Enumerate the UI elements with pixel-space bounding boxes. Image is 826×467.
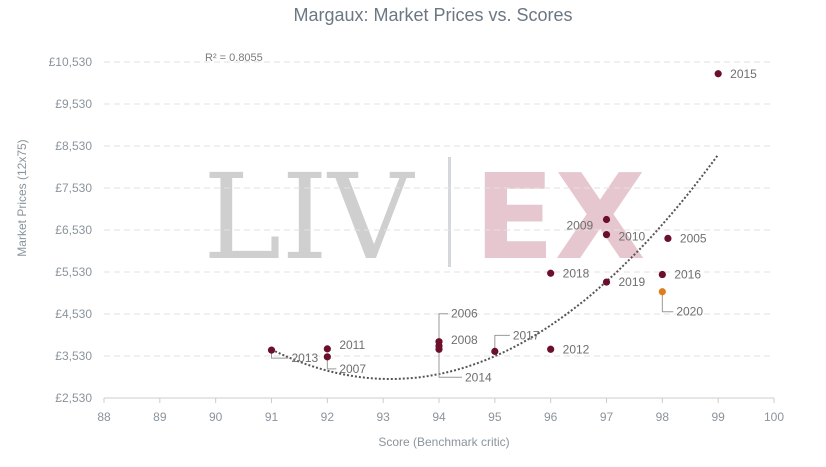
x-tick-label: 97 xyxy=(600,410,614,424)
data-point-2013 xyxy=(267,346,276,354)
y-tick-label: £5,530 xyxy=(55,265,92,279)
point-labels: 2015 2009 2010 2005 2018 2016 2019 2020 2006 2008… xyxy=(292,67,758,385)
data-point-2012 xyxy=(547,345,555,353)
x-tick-label: 91 xyxy=(265,410,279,424)
x-tick-label: 95 xyxy=(488,410,502,424)
data-point-2017 xyxy=(491,347,499,355)
x-tick-label: 90 xyxy=(209,410,223,424)
x-tick-label: 94 xyxy=(432,410,446,424)
point-label-2009: 2009 xyxy=(567,219,594,233)
y-axis-title: Market Prices (12x75) xyxy=(15,139,29,256)
point-label-2011: 2011 xyxy=(339,338,365,352)
label-leader-line xyxy=(326,356,337,370)
data-point-2005 xyxy=(664,234,672,242)
point-label-2017: 2017 xyxy=(513,328,540,342)
point-label-2020: 2020 xyxy=(676,305,703,319)
point-label-2006: 2006 xyxy=(451,307,478,321)
x-tick-label: 88 xyxy=(97,410,111,424)
x-tick-label: 93 xyxy=(376,410,390,424)
x-tick-label: 100 xyxy=(764,410,784,424)
label-leader-line xyxy=(661,291,674,313)
data-point-2007 xyxy=(323,353,331,361)
point-label-2016: 2016 xyxy=(674,268,701,282)
y-tick-label: £10,530 xyxy=(49,55,93,69)
chart-title: Margaux: Market Prices vs. Scores xyxy=(293,5,572,25)
data-point-2014 xyxy=(435,345,443,353)
data-point-2015 xyxy=(714,70,722,78)
label-leader-line xyxy=(494,334,510,352)
x-tick-label: 98 xyxy=(656,410,670,424)
data-point-2016 xyxy=(658,270,666,279)
watermark-left: LIV xyxy=(203,148,415,286)
data-point-2009 xyxy=(602,215,611,224)
point-label-2012: 2012 xyxy=(563,342,590,356)
data-point-2019 xyxy=(602,278,611,286)
label-leader-line xyxy=(438,313,448,342)
y-axis-ticks: £2,530 £3,530 £4,530 £5,530 £6,530 £7,530 £8,5… xyxy=(49,55,93,405)
y-tick-label: £6,530 xyxy=(55,223,92,237)
data-point-2018 xyxy=(547,269,555,277)
point-label-2010: 2010 xyxy=(619,230,646,244)
x-tick-label: 92 xyxy=(321,410,335,424)
x-axis-ticks: 88 89 90 91 92 93 94 95 96 97 98 99 100 xyxy=(97,398,784,424)
point-label-2008: 2008 xyxy=(451,333,478,347)
label-leader-line xyxy=(438,349,462,378)
x-tick-label: 96 xyxy=(544,410,558,424)
x-tick-label: 89 xyxy=(153,410,167,424)
y-tick-label: £8,530 xyxy=(55,139,92,153)
point-label-2019: 2019 xyxy=(619,275,646,289)
y-tick-label: £3,530 xyxy=(55,349,92,363)
y-tick-label: £7,530 xyxy=(55,181,92,195)
data-point-2020 xyxy=(658,288,666,296)
grid-lines xyxy=(104,61,774,357)
data-point-2011 xyxy=(323,345,331,353)
watermark-divider xyxy=(448,157,451,267)
point-label-2005: 2005 xyxy=(680,231,707,245)
y-tick-label: £4,530 xyxy=(55,307,92,321)
label-leaders xyxy=(271,291,674,378)
point-label-2014: 2014 xyxy=(465,370,492,384)
point-label-2007: 2007 xyxy=(339,362,366,376)
watermark-right: EX xyxy=(474,148,646,286)
data-points xyxy=(267,70,722,361)
data-point-2010 xyxy=(602,231,611,239)
point-label-2015: 2015 xyxy=(730,67,757,81)
point-label-2018: 2018 xyxy=(563,266,590,280)
x-tick-label: 99 xyxy=(711,410,725,424)
r-squared-annotation: R² = 0.8055 xyxy=(205,52,263,64)
y-tick-label: £9,530 xyxy=(55,97,92,111)
y-tick-label: £2,530 xyxy=(55,391,92,405)
x-axis-title: Score (Benchmark critic) xyxy=(378,435,509,449)
livex-watermark: LIV EX xyxy=(203,148,646,286)
point-label-2013: 2013 xyxy=(292,351,319,365)
